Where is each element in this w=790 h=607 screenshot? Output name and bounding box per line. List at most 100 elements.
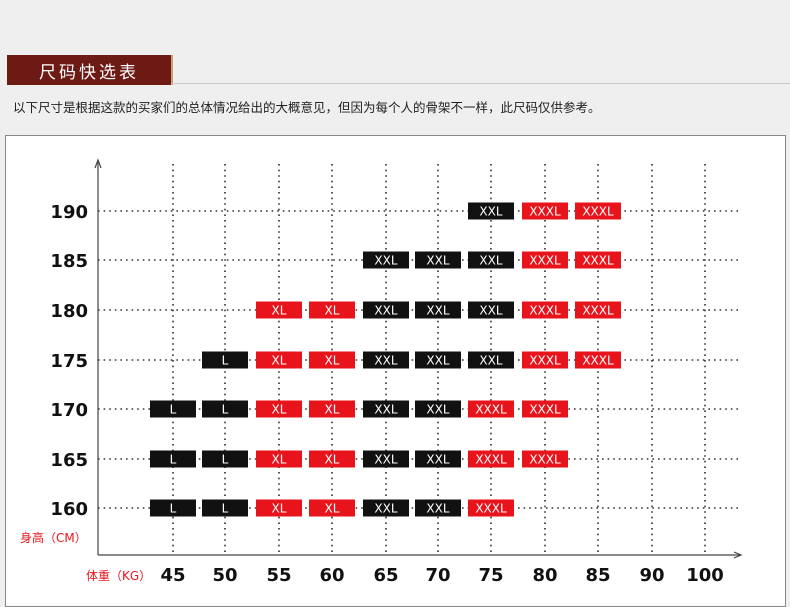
size-badge-label: XXL bbox=[374, 304, 397, 318]
size-badge-170-55: XL bbox=[256, 400, 302, 418]
size-badge-bg bbox=[468, 400, 514, 418]
size-badge-190-80: XXXL bbox=[522, 202, 568, 220]
size-badge-bg bbox=[522, 202, 568, 220]
size-badge-bg bbox=[256, 301, 302, 319]
y-tick-label-160: 160 bbox=[50, 499, 88, 520]
size-badge-160-60: XL bbox=[309, 499, 355, 517]
size-badge-160-45: L bbox=[150, 499, 196, 517]
size-badge-190-75: XXL bbox=[468, 202, 514, 220]
size-badge-bg bbox=[522, 351, 568, 369]
size-badge-label: XXL bbox=[374, 254, 397, 268]
size-badge-170-75: XXXL bbox=[468, 400, 514, 418]
size-badge-label: XXL bbox=[426, 403, 449, 417]
size-badge-bg bbox=[575, 351, 621, 369]
size-badge-160-65: XXL bbox=[363, 499, 409, 517]
size-badge-175-70: XXL bbox=[415, 351, 461, 369]
size-badge-label: XL bbox=[325, 502, 340, 516]
size-badge-165-50: L bbox=[202, 450, 248, 468]
size-badge-bg bbox=[575, 251, 621, 269]
size-badge-bg bbox=[468, 351, 514, 369]
size-badge-label: XXXL bbox=[529, 354, 561, 368]
size-badge-label: XL bbox=[272, 502, 287, 516]
size-badge-165-80: XXXL bbox=[522, 450, 568, 468]
size-badge-170-65: XXL bbox=[363, 400, 409, 418]
size-badge-185-65: XXL bbox=[363, 251, 409, 269]
size-badge-bg bbox=[522, 251, 568, 269]
size-badge-label: XL bbox=[272, 304, 287, 318]
size-badge-label: XL bbox=[272, 403, 287, 417]
size-badge-label: L bbox=[222, 354, 229, 368]
size-chart: 190 185 180 175 170 165 160 45 50 55 60 65 70 75 80 85 9… bbox=[20, 158, 743, 586]
size-note: 以下尺寸是根据这款的买家们的总体情况给出的大概意见，但因为每个人的骨架不一样，此… bbox=[13, 100, 601, 115]
size-badge-bg bbox=[256, 499, 302, 517]
size-badge-label: XXL bbox=[426, 453, 449, 467]
size-badge-bg bbox=[415, 251, 461, 269]
size-badge-bg bbox=[150, 400, 196, 418]
size-badge-165-45: L bbox=[150, 450, 196, 468]
size-badge-180-70: XXL bbox=[415, 301, 461, 319]
size-badge-label: XXXL bbox=[529, 254, 561, 268]
size-badge-bg bbox=[468, 202, 514, 220]
size-badge-label: L bbox=[170, 502, 177, 516]
size-badge-label: L bbox=[222, 403, 229, 417]
x-tick-label-80: 80 bbox=[532, 565, 557, 586]
size-badge-180-60: XL bbox=[309, 301, 355, 319]
size-badge-bg bbox=[468, 251, 514, 269]
section-title-text: 尺码快选表 bbox=[39, 62, 139, 83]
size-badge-bg bbox=[363, 400, 409, 418]
size-badge-bg bbox=[202, 499, 248, 517]
size-badge-label: XXL bbox=[426, 254, 449, 268]
size-badge-175-60: XL bbox=[309, 351, 355, 369]
x-tick-label-75: 75 bbox=[478, 565, 503, 586]
size-badge-label: XXL bbox=[479, 205, 502, 219]
size-badge-bg bbox=[363, 499, 409, 517]
size-badge-bg bbox=[575, 301, 621, 319]
x-tick-label-45: 45 bbox=[160, 565, 185, 586]
size-badge-label: XL bbox=[325, 453, 340, 467]
size-badge-bg bbox=[150, 450, 196, 468]
size-chart-panel: 190 185 180 175 170 165 160 45 50 55 60 65 70 75 80 85 9… bbox=[5, 135, 786, 607]
x-tick-label-65: 65 bbox=[373, 565, 398, 586]
size-badge-label: L bbox=[170, 403, 177, 417]
size-badge-label: XXXL bbox=[529, 453, 561, 467]
size-badge-175-85: XXXL bbox=[575, 351, 621, 369]
size-badge-180-80: XXXL bbox=[522, 301, 568, 319]
size-badge-170-80: XXXL bbox=[522, 400, 568, 418]
size-badge-label: XL bbox=[272, 354, 287, 368]
size-badge-label: L bbox=[170, 453, 177, 467]
size-badge-bg bbox=[468, 301, 514, 319]
size-badge-label: XXL bbox=[374, 502, 397, 516]
size-badge-165-70: XXL bbox=[415, 450, 461, 468]
size-badge-label: XXL bbox=[479, 304, 502, 318]
x-tick-label-60: 60 bbox=[319, 565, 344, 586]
size-badge-label: XXXL bbox=[475, 403, 507, 417]
size-badge-bg bbox=[309, 400, 355, 418]
size-badge-bg bbox=[363, 450, 409, 468]
size-badge-label: XXL bbox=[479, 254, 502, 268]
size-badge-180-75: XXL bbox=[468, 301, 514, 319]
y-tick-label-165: 165 bbox=[50, 450, 88, 471]
size-badge-165-75: XXXL bbox=[468, 450, 514, 468]
size-badge-bg bbox=[202, 351, 248, 369]
size-badge-label: XXXL bbox=[582, 354, 614, 368]
size-badge-label: XL bbox=[272, 453, 287, 467]
y-tick-label-180: 180 bbox=[50, 301, 88, 322]
size-badge-175-50: L bbox=[202, 351, 248, 369]
title-divider bbox=[171, 83, 790, 84]
x-axis-arrow bbox=[733, 551, 743, 559]
x-axis-title: 体重（KG） bbox=[86, 569, 151, 583]
size-badge-160-50: L bbox=[202, 499, 248, 517]
size-badge-165-65: XXL bbox=[363, 450, 409, 468]
size-badge-label: L bbox=[222, 502, 229, 516]
size-badge-label: XXXL bbox=[582, 304, 614, 318]
y-axis-arrow bbox=[94, 158, 102, 169]
size-badge-bg bbox=[363, 301, 409, 319]
size-badge-160-70: XXL bbox=[415, 499, 461, 517]
x-tick-label-55: 55 bbox=[266, 565, 291, 586]
size-badge-label: XXXL bbox=[475, 502, 507, 516]
size-badge-bg bbox=[256, 351, 302, 369]
size-badge-170-50: L bbox=[202, 400, 248, 418]
size-badge-bg bbox=[363, 351, 409, 369]
size-badge-label: L bbox=[222, 453, 229, 467]
size-badge-label: XXL bbox=[426, 354, 449, 368]
